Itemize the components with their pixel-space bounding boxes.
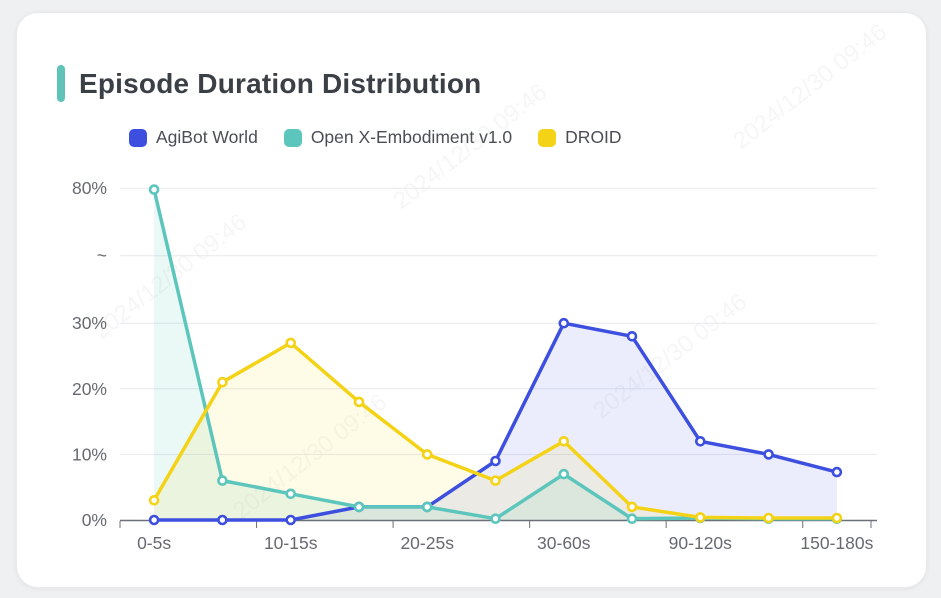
legend-swatch-open-x-embodiment [283,128,302,147]
y-axis-label: 80% [72,178,107,198]
legend-label-droid: DROID [565,127,622,147]
series-point-droid [285,337,297,349]
series-point-droid [490,475,501,486]
series-area-agibot-world [154,323,837,520]
x-axis-label: 150-180s [800,533,873,553]
series-point-agibot-world [148,514,160,526]
y-axis-label: 0% [82,510,107,530]
y-axis-label: 10% [72,444,107,464]
series-point-droid [694,512,706,523]
series-point-agibot-world [558,317,570,329]
series-point-droid [217,376,228,388]
series-point-agibot-world [831,466,843,478]
legend-label-agibot-world: AgiBot World [156,127,258,147]
legend-swatch-agibot-world [129,128,147,147]
series-point-agibot-world [285,514,297,526]
title-row: Episode Duration Distribution [57,65,481,102]
legend-item-open-x-embodiment[interactable]: Open X-Embodiment v1.0 [283,127,513,148]
chart-card: Episode Duration Distribution AgiBot Wor… [16,12,927,588]
series-point-droid [626,501,638,513]
legend-swatch-droid [538,128,557,147]
y-axis-label: 20% [72,379,107,399]
title-accent-bar [57,65,65,102]
x-axis-label: 10-15s [264,533,318,553]
series-point-agibot-world [626,330,638,342]
series-point-droid [763,512,774,524]
series-point-agibot-world [763,449,774,460]
series-point-droid [353,396,365,408]
series-point-open-x-embodiment-v1-0 [626,513,638,525]
series-point-open-x-embodiment-v1-0 [285,488,297,500]
series-point-open-x-embodiment-v1-0 [421,501,433,513]
series-point-open-x-embodiment-v1-0 [558,468,570,480]
series-area-open-x-embodiment-v1-0 [154,189,837,520]
series-point-agibot-world [694,435,706,447]
series-point-droid [558,435,570,447]
line-chart-canvas: 0% 10% 20% 30% ~80% 0-5s 10-15s 20-25s 30-60s 90-… [72,178,877,553]
series-point-droid [421,449,433,460]
series-point-droid [148,494,160,506]
series-point-agibot-world [490,455,501,467]
y-axis-label: ~ [97,246,107,266]
x-axis-label: 0-5s [137,533,171,553]
chart-legend: AgiBot World Open X-Embodiment v1.0 DROI… [129,127,622,148]
legend-label-open-x-embodiment: Open X-Embodiment v1.0 [310,127,513,147]
series-point-open-x-embodiment-v1-0 [217,475,228,486]
series-point-agibot-world [217,514,228,526]
legend-item-droid[interactable]: DROID [538,127,622,148]
series-point-droid [831,512,843,524]
series-point-open-x-embodiment-v1-0 [353,501,365,513]
x-axis-label: 30-60s [537,533,591,553]
x-axis-label: 90-120s [669,533,732,553]
y-axis-label: 30% [72,313,107,333]
series-point-open-x-embodiment-v1-0 [490,513,501,525]
x-axis-label: 20-25s [400,533,454,553]
page-title: Episode Duration Distribution [79,67,482,99]
legend-item-agibot-world[interactable]: AgiBot World [129,127,258,148]
series-point-open-x-embodiment-v1-0 [148,184,160,195]
series-area-droid [154,342,837,520]
